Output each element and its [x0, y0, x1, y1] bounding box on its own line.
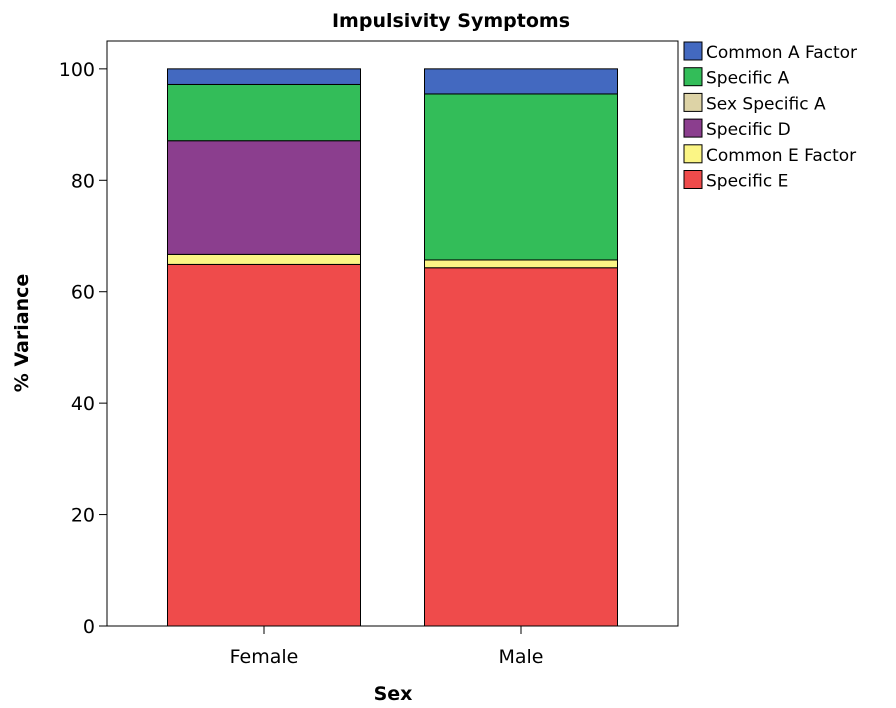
legend-label: Specific E — [706, 172, 788, 192]
legend: Common A Factor Specific A Sex Specific A S… — [683, 41, 857, 192]
legend-label: Specific A — [706, 69, 790, 89]
legend-swatch — [683, 41, 703, 61]
bar-segment — [424, 259, 618, 269]
legend-label: Common E Factor — [706, 146, 856, 166]
legend-swatch — [683, 67, 703, 87]
bar-segment — [167, 68, 361, 85]
chart-title: Impulsivity Symptoms — [332, 10, 570, 32]
bar-segment — [424, 267, 618, 627]
y-axis: 0 20 40 60 80 100 — [59, 59, 107, 638]
bar-segment — [424, 68, 618, 95]
y-tick-label: 60 — [71, 282, 95, 304]
y-tick-label: 0 — [83, 616, 95, 638]
y-tick-label: 80 — [71, 170, 95, 192]
y-tick-label: 40 — [71, 393, 95, 415]
x-axis: Female Male — [230, 626, 544, 668]
x-tick-label: Male — [498, 646, 543, 668]
legend-swatch — [683, 144, 703, 164]
bar-segment — [424, 93, 618, 261]
legend-swatch — [683, 170, 703, 189]
bar-segment — [167, 263, 361, 627]
bars-group — [167, 68, 618, 627]
bar-segment — [167, 83, 361, 142]
legend-swatch — [683, 92, 703, 112]
legend-swatch — [683, 118, 703, 138]
y-tick-label: 20 — [71, 505, 95, 527]
legend-label: Specific D — [706, 120, 791, 140]
y-axis-label: % Variance — [11, 274, 33, 393]
bar-segment — [167, 140, 361, 255]
legend-label: Sex Specific A — [706, 94, 826, 114]
legend-label: Common A Factor — [706, 43, 857, 63]
y-tick-label: 100 — [59, 59, 95, 81]
x-axis-label: Sex — [374, 683, 413, 705]
bar-segment — [167, 253, 361, 265]
x-tick-label: Female — [230, 646, 299, 668]
